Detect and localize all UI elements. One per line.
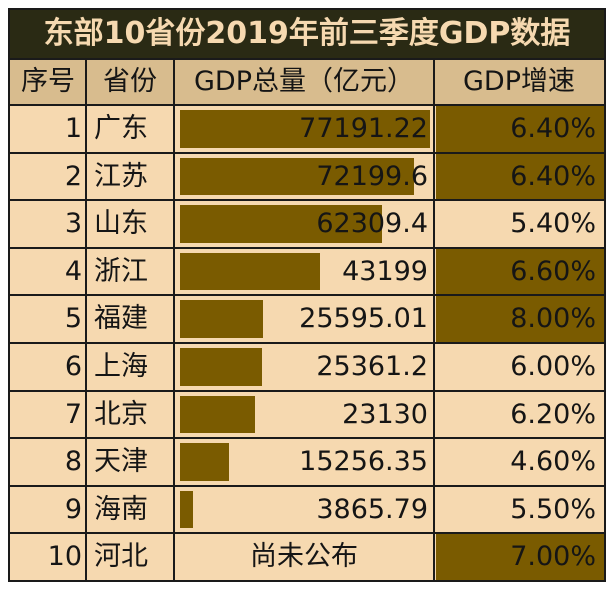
gdp-table: 东部10省份2019年前三季度GDP数据 序号 省份 GDP总量（亿元） GDP增速 1… [8, 8, 606, 582]
rank-cell: 9 [64, 493, 82, 525]
gdp-value: 25361.2 [316, 351, 428, 382]
growth-value: 7.00% [510, 541, 596, 573]
rank-cell: 6 [64, 351, 82, 382]
grid-line-h [10, 342, 604, 344]
gdp-value: 23130 [342, 398, 428, 430]
province-cell: 江苏 [94, 160, 148, 192]
grid-line-h [10, 532, 604, 535]
province-cell: 天津 [94, 446, 148, 478]
province-cell: 海南 [94, 493, 148, 525]
grid-line-h [10, 389, 604, 392]
rank-cell: 10 [47, 541, 82, 573]
gdp-value: 25595.01 [299, 303, 428, 335]
grid-line-h [10, 151, 604, 154]
gdp-bar [180, 395, 255, 434]
gdp-value: 62309.4 [316, 208, 428, 240]
province-cell: 北京 [94, 398, 148, 430]
rank-cell: 7 [64, 398, 82, 430]
grid-line-h [10, 484, 604, 487]
growth-value: 6.20% [510, 398, 596, 430]
growth-highlight [436, 248, 604, 295]
gdp-value: 15256.35 [299, 446, 428, 478]
province-cell: 浙江 [94, 255, 148, 287]
gdp-value: 43199 [342, 255, 428, 287]
growth-value: 5.40% [510, 208, 596, 240]
gdp-bar [180, 348, 263, 386]
growth-highlight [436, 153, 604, 200]
gdp-bar [180, 110, 430, 148]
gdp-value: 尚未公布 [250, 541, 358, 573]
rank-cell: 8 [64, 446, 82, 478]
grid-line-h [10, 104, 604, 106]
rank-cell: 3 [64, 208, 82, 240]
gdp-bar [180, 443, 230, 481]
growth-value: 6.60% [510, 255, 596, 287]
grid-line-v [173, 60, 175, 580]
province-cell: 上海 [94, 351, 148, 382]
growth-highlight [436, 106, 604, 152]
growth-value: 5.50% [510, 493, 596, 525]
grid-line-h [10, 294, 604, 297]
gdp-value: 3865.79 [316, 493, 428, 525]
header-0: 序号 [21, 66, 75, 97]
grid-line-v [433, 60, 435, 580]
growth-highlight [436, 534, 604, 580]
grid-line-h [10, 199, 604, 202]
gdp-value: 72199.6 [316, 160, 428, 192]
gdp-bar [180, 300, 263, 338]
grid-line-h [10, 437, 604, 440]
growth-value: 6.40% [510, 113, 596, 144]
rank-cell: 5 [64, 303, 82, 335]
grid-line-h [10, 246, 604, 249]
header-row [10, 60, 604, 104]
growth-value: 8.00% [510, 303, 596, 335]
rank-cell: 2 [64, 160, 82, 192]
gdp-bar [180, 252, 320, 291]
rank-cell: 1 [64, 113, 82, 144]
header-3: GDP增速 [463, 66, 575, 97]
growth-value: 6.00% [510, 351, 596, 382]
province-cell: 广东 [94, 113, 148, 144]
gdp-bar [180, 490, 193, 529]
grid-line-h [10, 58, 604, 60]
gdp-value: 77191.22 [299, 113, 428, 144]
grid-line-v [85, 60, 87, 580]
province-cell: 福建 [94, 303, 148, 335]
gdp-bar [180, 205, 382, 243]
province-cell: 山东 [94, 208, 148, 240]
gdp-bar [180, 157, 414, 196]
table-title: 东部10省份2019年前三季度GDP数据 [10, 10, 604, 58]
growth-value: 4.60% [510, 446, 596, 478]
growth-value: 6.40% [510, 160, 596, 192]
header-1: 省份 [103, 66, 157, 97]
province-cell: 河北 [94, 541, 148, 573]
header-2: GDP总量（亿元） [194, 66, 414, 97]
rank-cell: 4 [64, 255, 82, 287]
growth-highlight [436, 296, 604, 342]
